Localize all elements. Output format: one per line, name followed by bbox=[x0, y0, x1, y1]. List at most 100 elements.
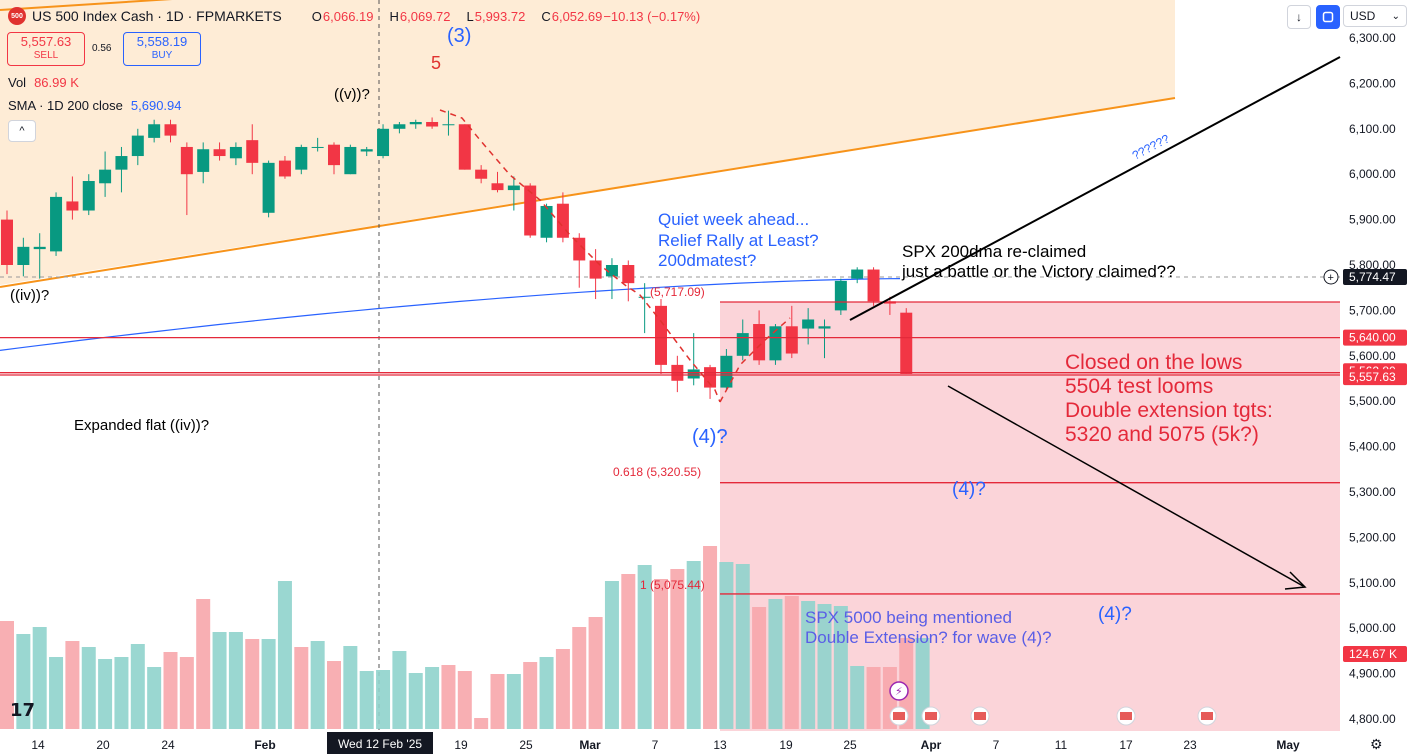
candle-body bbox=[622, 265, 635, 284]
volume-bar bbox=[81, 647, 96, 729]
volume-bar bbox=[310, 641, 325, 729]
time-tick-label: Apr bbox=[921, 738, 942, 752]
candle-body bbox=[115, 156, 128, 170]
volume-bar bbox=[572, 627, 587, 729]
candle-body bbox=[295, 146, 308, 170]
time-tick-label: 23 bbox=[1183, 738, 1197, 752]
time-tick-label: 14 bbox=[31, 738, 45, 752]
time-tick-label: 17 bbox=[1119, 738, 1133, 752]
channel-fill bbox=[0, 0, 1175, 285]
price-tick-label: 5,500.00 bbox=[1349, 394, 1396, 408]
candle-body bbox=[131, 135, 144, 157]
low-label: L bbox=[466, 8, 474, 24]
time-axis[interactable]: 14 20 24 Feb 19 25 Mar 7 13 19 25 Apr 7 11 17 23 May Wed … bbox=[0, 681, 1414, 755]
volume-bar bbox=[833, 606, 848, 729]
wave-3-label: (3) bbox=[447, 25, 471, 47]
wave-4-label-c: (4)? bbox=[1098, 604, 1132, 625]
candle-body bbox=[573, 237, 586, 261]
volume-bar bbox=[539, 657, 554, 729]
candle-body bbox=[507, 185, 520, 191]
chevron-up-icon: ^ bbox=[19, 125, 25, 137]
level-5557-tag-bg bbox=[1343, 369, 1407, 386]
candle-body bbox=[785, 326, 798, 354]
current-price-tag-bg bbox=[1343, 269, 1407, 285]
candle-body bbox=[1, 219, 13, 265]
volume-bar bbox=[32, 627, 47, 729]
volume-bar bbox=[130, 644, 145, 729]
auto-scale-button[interactable] bbox=[1316, 5, 1340, 29]
candle-body bbox=[851, 269, 864, 279]
level-5557-tag: 5,557.63 bbox=[1343, 369, 1407, 386]
relief-rally-label: Relief Rally at Least? bbox=[658, 231, 819, 250]
close-value: 6,052.69 bbox=[551, 8, 603, 24]
arrow-down-icon: ↓ bbox=[1296, 10, 1302, 24]
candle-body bbox=[475, 169, 488, 179]
volume-legend[interactable]: Vol 86.99 K bbox=[8, 75, 79, 90]
auto-scale-icon bbox=[1322, 11, 1334, 23]
volume-bar bbox=[277, 581, 292, 729]
volume-bar bbox=[65, 641, 80, 729]
grid bbox=[0, 0, 1340, 730]
candle-body bbox=[687, 369, 700, 379]
close-label: C bbox=[541, 8, 551, 24]
flag-stripe bbox=[1120, 712, 1132, 720]
currency-select[interactable]: USD ⌄ bbox=[1343, 5, 1407, 27]
volume-bar bbox=[261, 639, 276, 729]
volume-bar bbox=[425, 667, 440, 729]
flag-stripe bbox=[925, 712, 937, 720]
wave-v-label: ((v))? bbox=[334, 86, 370, 103]
high-value: 6,069.72 bbox=[399, 8, 451, 24]
candle-body bbox=[753, 324, 766, 361]
price-tick-label: 5,800.00 bbox=[1349, 258, 1396, 272]
channel-bottom-line bbox=[0, 97, 1176, 288]
volume-bar bbox=[490, 674, 505, 729]
buy-button[interactable]: 5,558.19 BUY bbox=[123, 32, 201, 66]
sell-button[interactable]: 5,557.63 SELL bbox=[7, 32, 85, 66]
volume-bar bbox=[441, 665, 456, 729]
volume-bar bbox=[98, 659, 113, 729]
volume-bar bbox=[654, 579, 668, 729]
volume-bar bbox=[196, 599, 211, 729]
candle-body bbox=[818, 326, 831, 329]
volume-bar bbox=[147, 667, 162, 729]
candle-body bbox=[213, 149, 226, 157]
plus-circle-icon bbox=[1323, 269, 1339, 285]
price-axis[interactable]: 6,300.00 6,200.00 6,100.00 6,000.00 5,900.00… bbox=[1323, 0, 1414, 755]
symbol-badge: 500 bbox=[8, 7, 26, 25]
fib-1-label: 1 (5,075.44) bbox=[640, 578, 705, 592]
current-price-tag: 5,774.47 bbox=[1343, 269, 1407, 285]
wave-5-label: 5 bbox=[431, 53, 441, 73]
volume-bar bbox=[523, 662, 538, 729]
candle-body bbox=[720, 355, 733, 388]
gear-icon[interactable]: ⚙ bbox=[1370, 736, 1383, 752]
current-price-tag-text: 5,774.47 bbox=[1349, 270, 1396, 284]
volume-bar bbox=[915, 638, 930, 729]
candle-body bbox=[589, 260, 602, 279]
sma-legend[interactable]: SMA · 1D 200 close 5,690.94 bbox=[8, 98, 182, 113]
level-5640-tag-bg bbox=[1343, 329, 1407, 346]
volume-tag-text: 124.67 K bbox=[1349, 647, 1397, 661]
volume-bar bbox=[376, 670, 391, 729]
collapse-legend-button[interactable]: ^ bbox=[8, 120, 36, 142]
time-tick-label: 20 bbox=[96, 738, 110, 752]
drawing-layer bbox=[0, 0, 1340, 755]
candle-body bbox=[900, 312, 913, 374]
volume-bar bbox=[604, 581, 619, 729]
volume-bar bbox=[359, 671, 374, 729]
down-arrow-line bbox=[947, 385, 1304, 587]
tradingview-logo[interactable]: 17 bbox=[10, 700, 36, 721]
volume-bar bbox=[899, 638, 914, 729]
volume-tag-bg bbox=[1343, 646, 1407, 662]
price-tick-label: 5,600.00 bbox=[1349, 349, 1396, 363]
volume-bar bbox=[703, 546, 718, 729]
change-value: −10.13 (−0.17%) bbox=[603, 8, 701, 24]
scroll-down-button[interactable]: ↓ bbox=[1287, 5, 1311, 29]
lightning-icon bbox=[889, 681, 909, 701]
price-tick-label: 5,900.00 bbox=[1349, 213, 1396, 227]
price-tick-label: 6,100.00 bbox=[1349, 122, 1396, 136]
symbol-title[interactable]: US 500 Index Cash · 1D · FPMARKETS bbox=[32, 8, 282, 24]
candle-body bbox=[867, 269, 880, 302]
buy-label: BUY bbox=[151, 50, 173, 61]
wave-4-label-b: (4)? bbox=[952, 479, 986, 500]
